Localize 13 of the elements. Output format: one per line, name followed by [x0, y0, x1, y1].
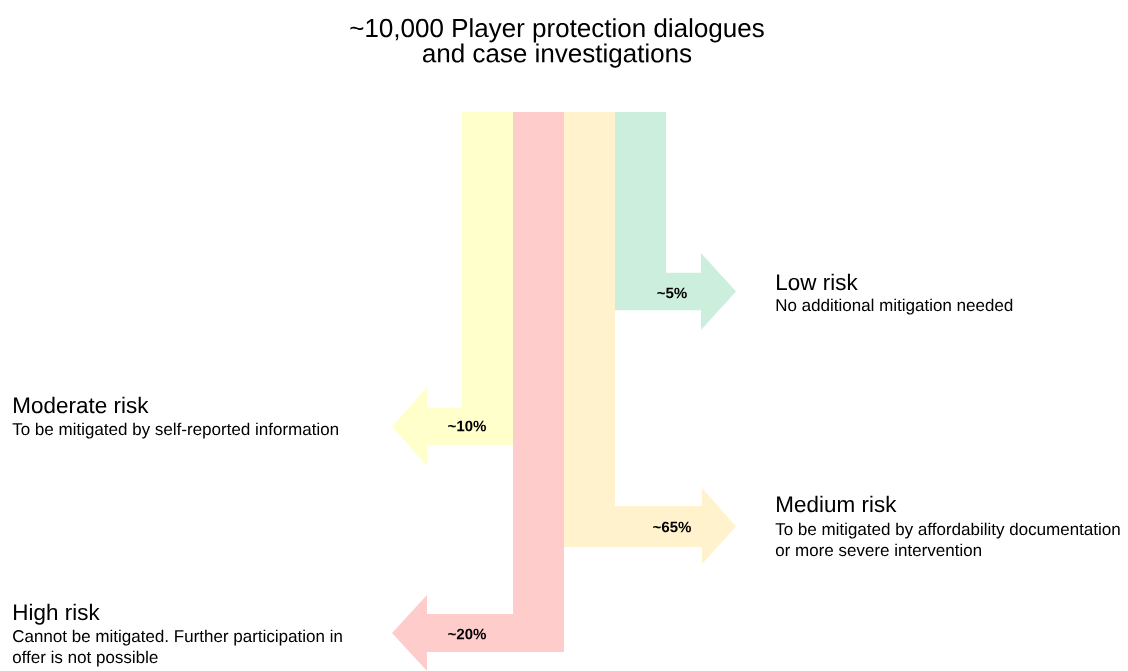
- data-label: ~5%: [657, 287, 687, 299]
- data-label: ~65%: [653, 521, 691, 533]
- data-label: ~20%: [448, 628, 486, 640]
- category-label: Low risk: [777, 273, 858, 291]
- category-label: Moderate risk: [14, 396, 149, 414]
- text: To be mitigated by self-reported information: [12, 422, 338, 439]
- text: To be mitigated by affordability documentation or more severe intervention: [775, 522, 1120, 557]
- category-label: Medium risk: [777, 495, 897, 513]
- data-label: ~10%: [448, 420, 486, 432]
- text: Cannot be mitigated. Further participation in offer is not possible: [12, 629, 342, 667]
- category-label: High risk: [14, 603, 100, 625]
- text: No additional mitigation needed: [776, 298, 1013, 315]
- text: ~10,000 Player protection dialogues and case investigations: [350, 18, 764, 68]
